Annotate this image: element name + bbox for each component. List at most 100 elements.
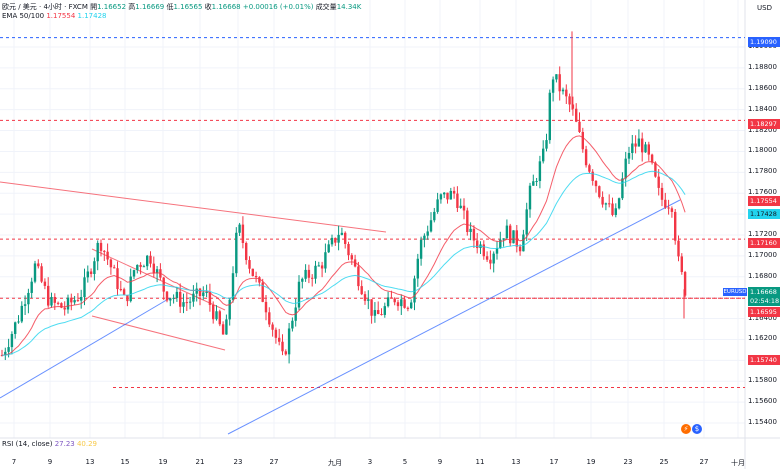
candle-body: [535, 181, 538, 183]
candle-body: [202, 292, 205, 297]
candle-body: [218, 311, 221, 325]
candle-body: [489, 259, 492, 264]
time-axis-tick-label: 十月: [731, 459, 745, 467]
candle-body: [631, 143, 634, 154]
price-axis-tick-label: 1.16400: [748, 313, 777, 322]
candle-body: [142, 266, 146, 268]
candle-body: [413, 278, 416, 303]
candle-body: [221, 324, 225, 335]
candle-body: [598, 186, 601, 197]
candle-body: [624, 158, 627, 179]
candle-body: [106, 251, 109, 260]
candle-body: [4, 351, 7, 356]
candle-body: [235, 232, 238, 274]
candle-body: [126, 295, 129, 302]
candle-body: [50, 296, 53, 306]
candle-body: [241, 224, 245, 243]
candle-body: [47, 285, 50, 306]
candle-body: [261, 282, 264, 302]
candle-body: [287, 328, 291, 355]
time-axis-tick-label: 13: [511, 458, 521, 466]
time-axis-tick-label: 7: [11, 458, 17, 466]
candle-body: [654, 162, 657, 177]
candle-body: [436, 199, 439, 212]
candle-body: [558, 74, 561, 92]
channel-upper-line: [91, 248, 226, 311]
ema-legend[interactable]: EMA 50/100 1.17554 1.17428: [2, 12, 106, 20]
candle-body: [367, 299, 370, 301]
candle-body: [96, 242, 99, 262]
candle-body: [185, 302, 188, 304]
candle-body: [340, 232, 344, 235]
time-axis-tick-label: 23: [233, 458, 243, 466]
alert-icon[interactable]: $: [692, 424, 702, 434]
candle-body: [132, 270, 136, 277]
high-label: 高: [128, 3, 136, 11]
candle-body: [281, 341, 284, 352]
candle-body: [370, 299, 373, 316]
candle-body: [129, 276, 132, 302]
candle-body: [452, 190, 456, 194]
candle-body: [416, 258, 419, 279]
channel-lower-line: [91, 315, 226, 351]
candle-body: [251, 268, 254, 276]
time-axis-tick-label: 21: [195, 458, 205, 466]
candle-body: [314, 265, 317, 279]
candle-body: [17, 321, 20, 323]
candle-body: [495, 248, 499, 254]
candle-body: [680, 256, 683, 273]
ema50-line: [1, 135, 686, 356]
price-tag: 1.17554: [748, 196, 780, 206]
candle-body: [350, 255, 353, 260]
candle-body: [198, 288, 202, 297]
candle-body: [37, 263, 40, 267]
candle-body: [393, 298, 396, 303]
candle-body: [311, 277, 314, 279]
rsi-label: RSI (14, close): [2, 440, 53, 448]
candle-body: [195, 288, 198, 294]
resistance-trendline: [0, 181, 387, 233]
candle-body: [472, 228, 476, 241]
candle-body: [248, 260, 251, 269]
candle-body: [70, 297, 73, 303]
candle-body: [403, 299, 406, 308]
candle-body: [466, 210, 469, 233]
candle-body: [149, 255, 152, 264]
candle-body: [179, 291, 182, 307]
change-value: +0.00016 (+0.01%): [242, 3, 314, 11]
candle-body: [83, 277, 86, 298]
time-axis-tick-label: 27: [699, 458, 709, 466]
candle-body: [406, 307, 410, 309]
candle-body: [502, 238, 505, 240]
candle-body: [627, 153, 631, 159]
symbol-title: 欧元 / 美元 · 4小时 · FXCM: [2, 3, 88, 11]
candle-body: [617, 198, 621, 209]
candle-body: [443, 192, 446, 195]
rsi-legend[interactable]: RSI (14, close) 27.23 40.29: [2, 440, 97, 448]
candle-body: [588, 165, 591, 172]
time-axis-tick-label: 23: [623, 458, 633, 466]
candle-body: [545, 140, 548, 149]
candle-body: [515, 230, 518, 247]
price-axis-tick-label: 1.18600: [748, 83, 777, 92]
candle-body: [228, 299, 231, 320]
candle-body: [268, 312, 271, 325]
time-axis-tick-label: 27: [269, 458, 279, 466]
candle-body: [469, 228, 472, 233]
candle-body: [650, 154, 654, 163]
candle-body: [271, 324, 274, 330]
candle-body: [555, 74, 558, 80]
support-trendline-left: [0, 297, 171, 399]
candle-body: [459, 205, 462, 208]
ema50-value: 1.17554: [46, 12, 76, 20]
candle-body: [66, 297, 70, 310]
time-axis-tick-label: 19: [158, 458, 168, 466]
candle-body: [43, 281, 47, 286]
candle-body: [410, 302, 413, 309]
price-axis-tick-label: 1.18200: [748, 125, 777, 134]
flash-icon[interactable]: ⚡: [681, 424, 691, 434]
candle-body: [664, 199, 667, 208]
price-tag: 02:54:18: [748, 296, 780, 306]
candle-body: [373, 310, 377, 316]
